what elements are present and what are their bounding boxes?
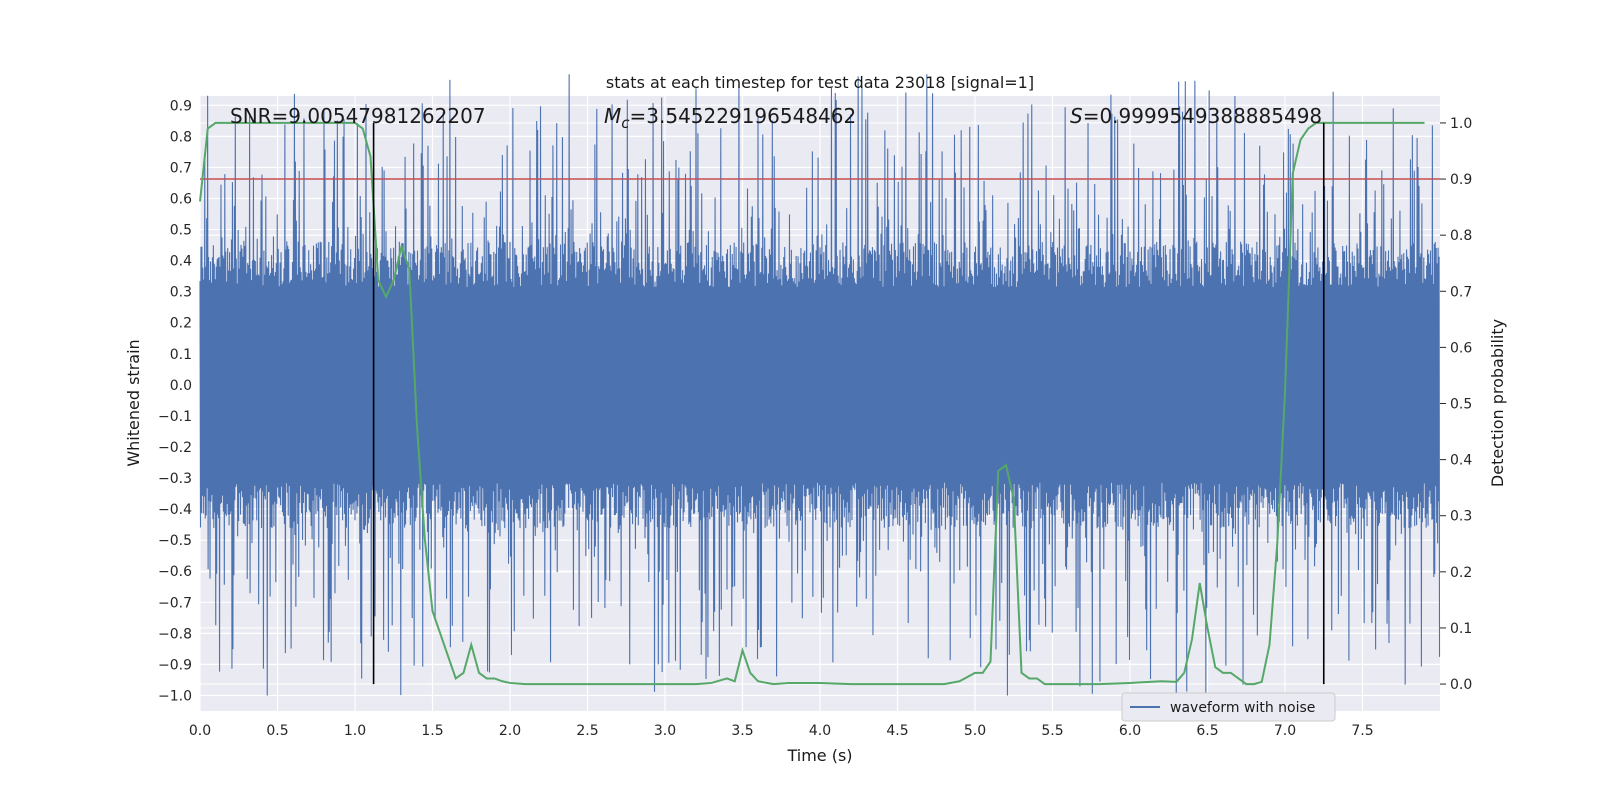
overlay-layer <box>199 121 1440 686</box>
x-tick-label: 1.0 <box>344 723 366 739</box>
legend-entry: waveform with noise <box>1170 700 1315 716</box>
y-right-tick-label: 0.3 <box>1450 509 1472 525</box>
y-left-tick-label: −0.2 <box>158 440 192 456</box>
detection-probability-line <box>199 121 1425 686</box>
y-right-tick-label: 0.1 <box>1450 621 1472 637</box>
chirp-mass-annotation: Mc=3.545229196548462 <box>604 104 856 132</box>
y-axis-label-right: Detection probability <box>1488 319 1507 487</box>
waveform-with-noise-series <box>199 74 1441 696</box>
y-right-tick-label: 0.8 <box>1450 228 1472 244</box>
y-right-tick-label: 0.2 <box>1450 565 1472 581</box>
y-left-tick-label: −0.9 <box>158 657 192 673</box>
x-axis-label: Time (s) <box>786 746 852 765</box>
chart-title: stats at each timestep for test data 230… <box>606 73 1034 92</box>
x-tick-label: 6.5 <box>1196 723 1218 739</box>
x-tick-label: 7.0 <box>1274 723 1296 739</box>
y-left-tick-label: 0.6 <box>170 192 192 208</box>
x-tick-label: 2.5 <box>576 723 598 739</box>
s-symbol: S <box>1070 104 1083 128</box>
y-left-tick-label: −0.4 <box>158 502 192 518</box>
tick-labels: 0.0 0.5 1.0 1.5 2.0 2.5 3.0 3.5 4.0 4.5 5.0 5.5 6.0 6… <box>158 98 1472 739</box>
snr-annotation: SNR=9.00547981262207 <box>230 104 486 128</box>
s-value: =0.9999549388885498 <box>1083 104 1322 128</box>
y-left-tick-label: 0.3 <box>170 285 192 301</box>
y-left-tick-label: 0.9 <box>170 98 192 114</box>
x-tick-label: 2.0 <box>499 723 521 739</box>
y-left-tick-label: 0.1 <box>170 347 192 363</box>
y-left-tick-label: −0.8 <box>158 626 192 642</box>
x-tick-label: 1.5 <box>421 723 443 739</box>
y-left-tick-label: −1.0 <box>158 688 192 704</box>
y-right-tick-label: 0.7 <box>1450 284 1472 300</box>
x-tick-label: 3.5 <box>731 723 753 739</box>
y-right-tick-label: 0.4 <box>1450 453 1472 469</box>
waveform-line <box>199 74 1441 696</box>
y-left-tick-label: −0.3 <box>158 471 192 487</box>
chirp-mass-symbol: M <box>604 104 621 128</box>
y-left-tick-label: 0.5 <box>170 223 192 239</box>
x-tick-label: 3.0 <box>654 723 676 739</box>
x-tick-label: 7.5 <box>1351 723 1373 739</box>
y-left-tick-label: 0.2 <box>170 316 192 332</box>
x-tick-label: 5.5 <box>1041 723 1063 739</box>
x-tick-label: 4.0 <box>809 723 831 739</box>
y-left-tick-label: −0.5 <box>158 533 192 549</box>
y-right-tick-label: 0.9 <box>1450 172 1472 188</box>
y-left-tick-label: −0.7 <box>158 595 192 611</box>
chirp-mass-value: =3.545229196548462 <box>630 104 857 128</box>
x-tick-label: 0.0 <box>189 723 211 739</box>
x-tick-label: 6.0 <box>1119 723 1141 739</box>
x-tick-label: 4.5 <box>886 723 908 739</box>
s-annotation: S=0.9999549388885498 <box>1070 104 1322 128</box>
y-right-tick-label: 0.6 <box>1450 340 1472 356</box>
x-tick-label: 5.0 <box>964 723 986 739</box>
y-right-tick-label: 0.0 <box>1450 677 1472 693</box>
y-left-tick-label: 0.4 <box>170 254 192 270</box>
x-tick-label: 0.5 <box>266 723 288 739</box>
chirp-mass-subscript: c <box>621 114 630 132</box>
legend-box <box>1121 692 1336 722</box>
y-left-tick-label: 0.8 <box>170 129 192 145</box>
y-left-tick-label: 0.7 <box>170 160 192 176</box>
y-right-tick-label: 0.5 <box>1450 397 1472 413</box>
y-right-tick-label: 1.0 <box>1450 116 1472 132</box>
y-left-tick-label: −0.1 <box>158 409 192 425</box>
legend: waveform with noise <box>1121 692 1336 722</box>
y-axis-label-left: Whitened strain <box>124 339 143 466</box>
y-left-tick-label: 0.0 <box>170 378 192 394</box>
y-left-tick-label: −0.6 <box>158 564 192 580</box>
